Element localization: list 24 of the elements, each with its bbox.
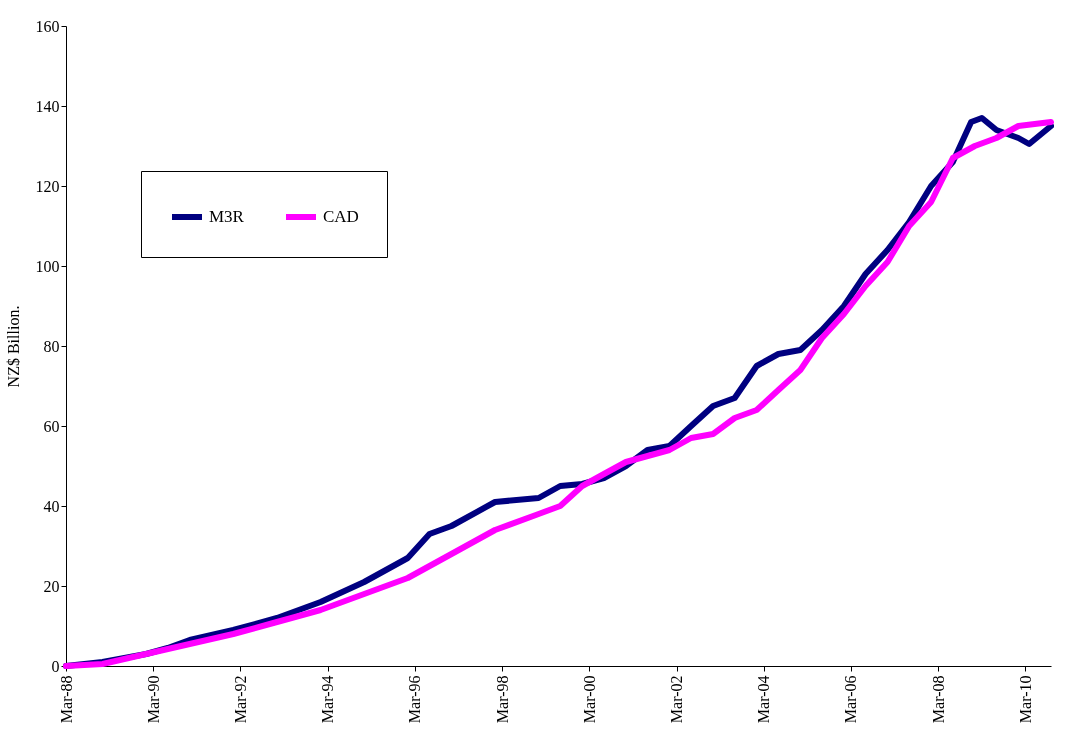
x-tick-label: Mar-02 <box>668 675 686 724</box>
legend-label: M3R <box>209 207 245 226</box>
x-tick-label: Mar-94 <box>319 675 337 724</box>
y-tick-label: 20 <box>43 577 60 595</box>
x-tick-label: Mar-92 <box>231 675 249 724</box>
x-tick-label: Mar-88 <box>57 675 75 724</box>
y-tick-label: 40 <box>43 497 60 515</box>
x-tick-label: Mar-10 <box>1016 675 1034 724</box>
x-tick-label: Mar-98 <box>493 675 511 724</box>
y-tick-label: 140 <box>35 97 60 115</box>
y-tick-label: 0 <box>51 657 60 675</box>
x-tick-label: Mar-06 <box>842 675 860 724</box>
legend-label: CAD <box>323 207 359 226</box>
y-tick-label: 60 <box>43 417 60 435</box>
x-tick-label: Mar-04 <box>755 675 773 724</box>
y-tick-label: 80 <box>43 337 60 355</box>
x-tick-label: Mar-96 <box>406 675 424 724</box>
x-tick-label: Mar-90 <box>144 675 162 724</box>
y-tick-label: 160 <box>35 17 60 35</box>
x-tick-label: Mar-08 <box>929 675 947 724</box>
x-tick-label: Mar-00 <box>580 675 598 724</box>
y-axis-title: NZ$ Billion. <box>4 305 22 388</box>
y-tick-label: 100 <box>35 257 60 275</box>
y-tick-label: 120 <box>35 177 60 195</box>
